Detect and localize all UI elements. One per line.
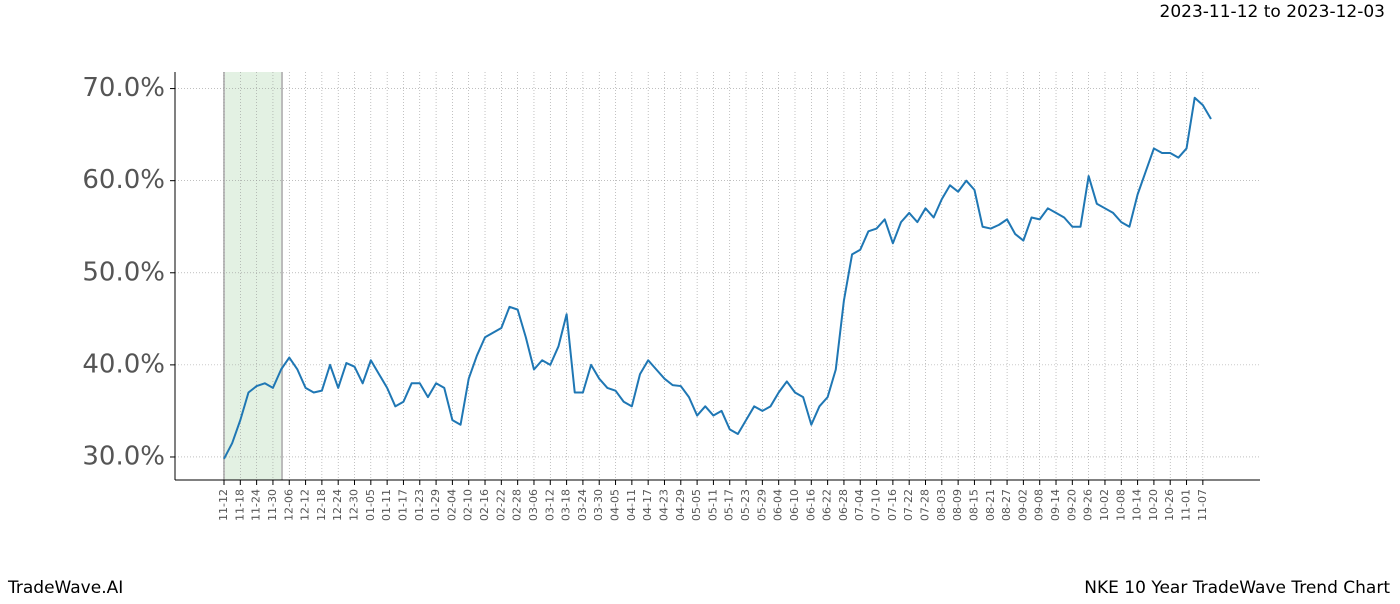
x-tick-label: 09-20 [1065, 489, 1078, 521]
x-tick-label: 09-02 [1016, 489, 1029, 521]
x-tick-label: 03-06 [527, 489, 540, 521]
x-tick-label: 09-26 [1082, 489, 1095, 521]
x-tick-label: 10-08 [1114, 489, 1127, 521]
x-tick-label: 03-12 [543, 489, 556, 521]
x-tick-label: 04-23 [657, 489, 670, 521]
x-tick-label: 08-21 [984, 489, 997, 521]
x-tick-label: 04-11 [625, 489, 638, 521]
x-tick-label: 05-17 [723, 489, 736, 521]
x-tick-label: 12-30 [348, 489, 361, 521]
x-tick-label: 11-01 [1180, 489, 1193, 521]
x-tick-label: 09-14 [1049, 489, 1062, 521]
x-tick-label: 02-04 [445, 489, 458, 521]
x-tick-label: 04-17 [641, 489, 654, 521]
brand: TradeWave.AI [7, 578, 123, 598]
y-tick-label: 70.0% [82, 73, 165, 103]
x-tick-label: 01-17 [396, 489, 409, 521]
x-tick-label: 02-10 [462, 489, 475, 521]
x-tick-label: 08-27 [1000, 489, 1013, 521]
x-tick-label: 12-12 [299, 489, 312, 521]
x-tick-label: 11-12 [217, 489, 230, 521]
x-tick-label: 02-22 [494, 489, 507, 521]
x-tick-label: 04-05 [609, 489, 622, 521]
x-tick-label: 05-11 [706, 489, 719, 521]
x-tick-label: 01-23 [413, 489, 426, 521]
x-tick-label: 06-10 [788, 489, 801, 521]
x-tick-label: 07-16 [886, 489, 899, 521]
x-tick-label: 05-23 [739, 489, 752, 521]
x-tick-label: 10-26 [1163, 489, 1176, 521]
x-tick-label: 06-22 [821, 489, 834, 521]
x-tick-label: 12-18 [315, 489, 328, 521]
highlight-band [224, 72, 282, 480]
x-tick-label: 07-04 [853, 489, 866, 521]
x-tick-label: 03-30 [592, 489, 605, 521]
x-tick-label: 01-29 [429, 489, 442, 521]
y-tick-label: 40.0% [82, 349, 165, 379]
x-tick-label: 07-22 [902, 489, 915, 521]
x-tick-label: 11-24 [250, 489, 263, 521]
x-tick-label: 07-28 [919, 489, 932, 521]
x-tick-label: 11-30 [266, 489, 279, 521]
date-range: 2023-11-12 to 2023-12-03 [1160, 2, 1385, 22]
x-tick-label: 10-14 [1131, 489, 1144, 521]
x-tick-label: 02-16 [478, 489, 491, 521]
x-tick-label: 12-24 [331, 489, 344, 521]
y-tick-label: 50.0% [82, 257, 165, 287]
x-tick-label: 10-02 [1098, 489, 1111, 521]
x-tick-label: 06-16 [804, 489, 817, 521]
x-tick-label: 06-04 [772, 489, 785, 521]
x-tick-label: 03-18 [560, 489, 573, 521]
x-tick-label: 08-03 [935, 489, 948, 521]
chart-title: NKE 10 Year TradeWave Trend Chart [1084, 578, 1390, 598]
x-tick-label: 08-09 [951, 489, 964, 521]
x-tick-label: 01-11 [380, 489, 393, 521]
y-tick-label: 30.0% [82, 441, 165, 471]
x-tick-label: 06-28 [837, 489, 850, 521]
x-tick-label: 02-28 [511, 489, 524, 521]
x-tick-label: 10-20 [1147, 489, 1160, 521]
x-tick-label: 05-29 [755, 489, 768, 521]
x-tick-label: 05-05 [690, 489, 703, 521]
x-tick-label: 08-15 [967, 489, 980, 521]
x-tick-label: 11-07 [1196, 489, 1209, 521]
y-tick-label: 60.0% [82, 165, 165, 195]
x-tick-label: 11-18 [233, 489, 246, 521]
x-tick-label: 07-10 [870, 489, 883, 521]
x-tick-label: 01-05 [364, 489, 377, 521]
x-tick-label: 09-08 [1033, 489, 1046, 521]
x-tick-label: 03-24 [576, 489, 589, 521]
x-tick-label: 12-06 [282, 489, 295, 521]
trend-line [223, 96, 1212, 460]
x-tick-label: 04-29 [674, 489, 687, 521]
